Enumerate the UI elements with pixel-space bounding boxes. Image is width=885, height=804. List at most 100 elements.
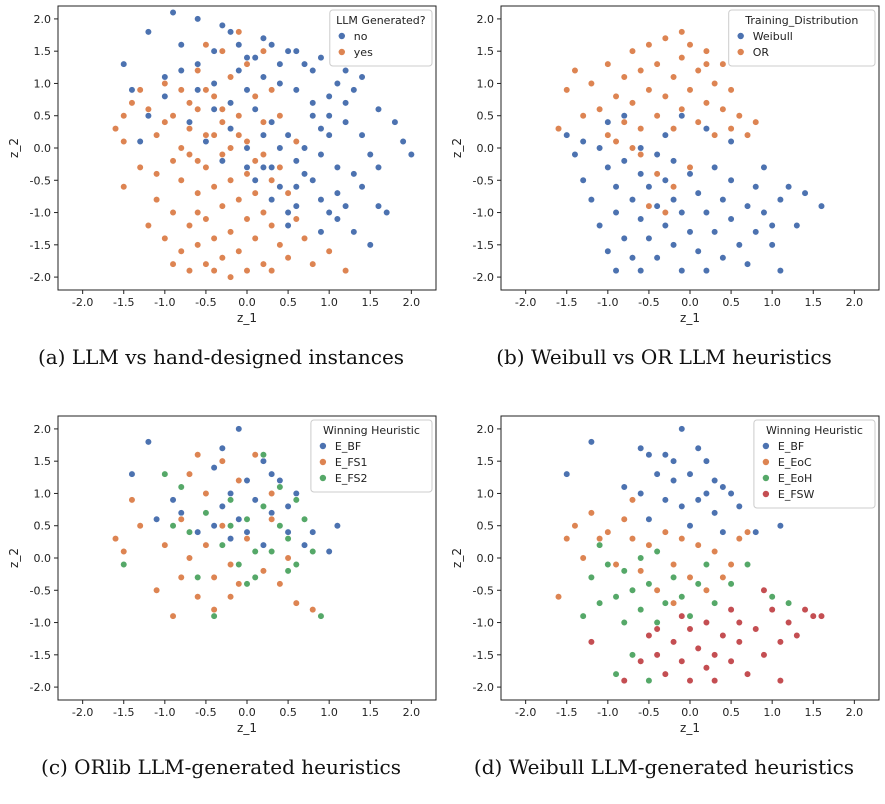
legend: Winning Heuristic E_BF E_FS1 E_FS2 — [310, 419, 433, 493]
data-point-yes — [226, 228, 235, 236]
data-point-e-fsw — [793, 631, 801, 640]
data-point-e-fs1 — [185, 554, 194, 562]
data-point-e-eoc — [735, 535, 743, 543]
data-point-e-fs2 — [161, 470, 169, 478]
y-tick-label: 2.0 — [477, 13, 495, 26]
data-point-or — [637, 125, 645, 133]
data-point-no — [317, 125, 325, 133]
data-point-e-fs1 — [194, 593, 202, 601]
data-point-e-bf — [194, 528, 202, 536]
data-point-e-fsw — [620, 677, 628, 685]
data-point-weibull — [678, 112, 686, 120]
data-point-weibull — [760, 208, 768, 217]
data-point-no — [194, 15, 202, 23]
data-point-e-fsw — [752, 625, 760, 633]
data-point-e-eoh — [694, 580, 702, 588]
data-point-yes — [144, 105, 152, 113]
data-point-yes — [210, 267, 218, 275]
data-point-or — [612, 92, 620, 100]
data-point-e-bf — [669, 476, 678, 485]
data-point-no — [144, 28, 152, 36]
x-tick-label: 1.0 — [763, 706, 781, 719]
data-point-no — [374, 163, 383, 171]
data-point-or — [571, 66, 579, 75]
data-point-no — [391, 118, 399, 126]
data-point-no — [292, 47, 300, 55]
data-point-e-fs2 — [194, 573, 202, 581]
data-point-e-bf — [325, 547, 333, 556]
data-point-e-eoc — [563, 535, 571, 543]
data-point-or — [604, 131, 612, 139]
data-point-e-fsw — [669, 638, 678, 646]
data-point-e-bf — [210, 522, 218, 530]
data-point-yes — [194, 66, 202, 75]
data-point-no — [325, 92, 333, 100]
y-tick-label: 0.5 — [477, 520, 495, 533]
data-point-weibull — [694, 189, 702, 197]
y-tick-label: 0.5 — [34, 520, 52, 533]
data-point-e-eoh — [620, 567, 628, 575]
data-point-weibull — [661, 176, 669, 184]
data-point-e-fsw — [686, 625, 694, 633]
panel-c: -2.0 -1.5 -1.0 -0.5 0.0 0.5 1.0 1.5 2.0 2.0 1.5 1.0… — [0, 410, 442, 804]
data-point-yes — [144, 221, 152, 230]
data-point-e-eoh — [743, 560, 752, 569]
data-point-e-bf — [235, 425, 243, 433]
data-point-e-fs1 — [202, 489, 210, 498]
data-point-yes — [226, 273, 235, 281]
data-point-e-eoc — [645, 541, 653, 549]
data-point-yes — [202, 163, 210, 171]
data-point-no — [210, 47, 218, 55]
data-point-yes — [268, 86, 276, 94]
data-point-e-fs1 — [235, 476, 243, 485]
legend-marker — [762, 474, 770, 482]
data-point-yes — [276, 163, 284, 171]
data-point-e-fs1 — [251, 451, 259, 459]
data-point-or — [678, 54, 686, 62]
data-point-no — [144, 112, 152, 120]
data-point-no — [325, 112, 333, 120]
data-point-e-bf — [645, 515, 653, 523]
data-point-no — [218, 21, 226, 29]
y-tick-label: 0.0 — [34, 142, 52, 155]
data-point-no — [276, 60, 284, 68]
data-point-yes — [268, 267, 276, 275]
data-point-e-eoh — [661, 599, 669, 607]
data-point-or — [628, 47, 637, 55]
data-point-e-fsw — [661, 670, 669, 678]
data-point-no — [342, 66, 350, 75]
data-point-e-fs2 — [276, 483, 284, 491]
data-point-e-eoh — [768, 593, 776, 601]
data-point-e-fsw — [776, 638, 784, 646]
data-point-weibull — [727, 215, 735, 223]
data-point-no — [235, 66, 243, 75]
data-point-yes — [218, 47, 226, 55]
data-point-e-fs1 — [185, 470, 194, 478]
data-point-yes — [169, 112, 177, 120]
data-point-weibull — [702, 208, 711, 217]
data-point-e-fs1 — [161, 541, 169, 549]
data-point-e-bf — [259, 541, 268, 549]
data-point-or — [620, 73, 628, 81]
data-point-or — [612, 137, 620, 146]
x-axis-label: z_1 — [680, 721, 700, 735]
data-point-weibull — [678, 267, 686, 275]
data-point-weibull — [571, 150, 579, 159]
data-point-yes — [161, 234, 169, 242]
data-point-no — [268, 41, 276, 49]
data-point-e-eoc — [653, 586, 661, 594]
data-point-weibull — [768, 221, 776, 230]
data-point-no — [210, 105, 218, 113]
data-point-no — [251, 105, 259, 113]
data-point-or — [686, 163, 694, 171]
data-point-e-fs1 — [218, 522, 226, 530]
data-point-e-eoh — [620, 618, 628, 627]
data-point-yes — [259, 150, 268, 159]
legend: Training_Distribution Weibull OR — [728, 9, 876, 67]
data-point-e-bf — [243, 528, 251, 536]
data-point-e-fsw — [776, 677, 784, 685]
data-point-e-eoc — [669, 560, 678, 569]
data-point-or — [554, 125, 563, 133]
data-point-yes — [218, 105, 226, 113]
data-point-e-fsw — [719, 631, 727, 640]
